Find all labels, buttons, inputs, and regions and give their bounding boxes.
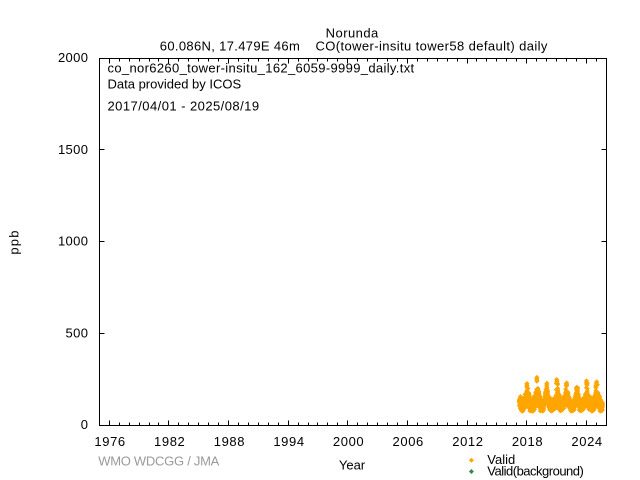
svg-text:2024: 2024 xyxy=(571,434,602,449)
svg-text:2000: 2000 xyxy=(58,50,88,65)
svg-text:2012: 2012 xyxy=(452,434,483,449)
svg-text:1994: 1994 xyxy=(273,434,304,449)
svg-text:500: 500 xyxy=(66,325,89,340)
svg-text:1976: 1976 xyxy=(94,434,125,449)
svg-text:2018: 2018 xyxy=(512,434,543,449)
svg-text:60.086N, 17.479E 46m: 60.086N, 17.479E 46m xyxy=(160,38,300,53)
svg-text:Year: Year xyxy=(339,458,366,473)
svg-text:Valid: Valid xyxy=(487,452,515,467)
svg-text:Norunda: Norunda xyxy=(326,26,379,41)
svg-text:1988: 1988 xyxy=(214,434,245,449)
svg-text:2006: 2006 xyxy=(393,434,424,449)
svg-text:1982: 1982 xyxy=(154,434,185,449)
svg-text:WMO WDCGG / JMA: WMO WDCGG / JMA xyxy=(98,454,219,469)
svg-text:Data provided by ICOS: Data provided by ICOS xyxy=(108,77,242,92)
svg-text:1000: 1000 xyxy=(58,234,88,249)
svg-text:ppb: ppb xyxy=(7,229,22,254)
svg-text:co_nor6260_tower-insitu_162_60: co_nor6260_tower-insitu_162_6059-9999_da… xyxy=(108,61,415,76)
svg-text:2017/04/01 - 2025/08/19: 2017/04/01 - 2025/08/19 xyxy=(108,98,260,113)
svg-text:CO(tower-insitu tower58 defaul: CO(tower-insitu tower58 default) daily xyxy=(316,38,548,53)
svg-text:0: 0 xyxy=(81,417,89,432)
svg-text:2000: 2000 xyxy=(333,434,364,449)
svg-text:Valid(background): Valid(background) xyxy=(487,464,583,479)
svg-text:1500: 1500 xyxy=(58,142,88,157)
